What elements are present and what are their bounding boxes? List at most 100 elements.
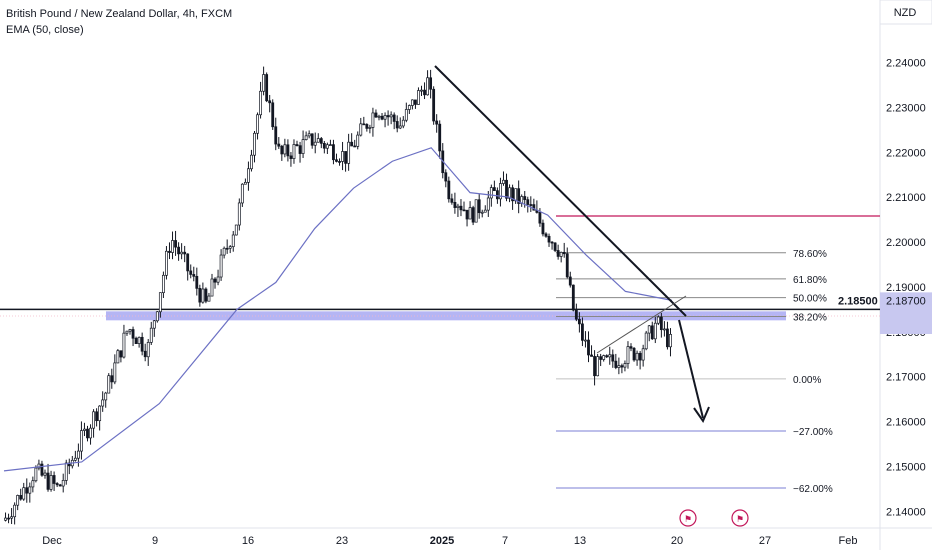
candle-body bbox=[423, 89, 426, 96]
y-tick-label: 2.15000 bbox=[886, 461, 926, 473]
candle-body bbox=[468, 207, 472, 220]
candle-body bbox=[34, 467, 38, 482]
candle-body bbox=[389, 114, 393, 118]
y-tick-label: 2.22000 bbox=[886, 147, 926, 159]
candle-body bbox=[104, 392, 108, 401]
x-tick-label: 7 bbox=[502, 535, 508, 547]
candle-body bbox=[259, 90, 262, 116]
x-tick-label: 23 bbox=[336, 535, 348, 547]
candle-body bbox=[165, 250, 168, 276]
candle-body bbox=[201, 288, 205, 303]
candle-body bbox=[641, 348, 645, 361]
candle-body bbox=[16, 495, 20, 506]
candle-body bbox=[432, 88, 436, 122]
y-tick-label: 2.21000 bbox=[886, 192, 926, 204]
candle-body bbox=[383, 115, 387, 120]
candle-body bbox=[237, 202, 241, 226]
candle-body bbox=[231, 234, 235, 248]
candle-body bbox=[632, 347, 636, 361]
candle-body bbox=[247, 168, 250, 183]
candle-body bbox=[392, 114, 396, 122]
candle-body bbox=[43, 472, 47, 476]
candle-body bbox=[517, 188, 521, 204]
candle-body bbox=[532, 204, 536, 211]
candle-body bbox=[277, 143, 281, 147]
candle-body bbox=[344, 151, 348, 164]
candle-body bbox=[110, 375, 114, 383]
candle-body bbox=[623, 363, 627, 368]
candle-body bbox=[152, 320, 156, 329]
candle-body bbox=[198, 288, 202, 303]
candle-body bbox=[599, 356, 603, 360]
candle-body bbox=[617, 365, 621, 368]
candle-body bbox=[483, 209, 487, 213]
candle-body bbox=[253, 132, 256, 156]
candle-body bbox=[614, 360, 618, 368]
candle-body bbox=[146, 342, 150, 358]
candle-body bbox=[505, 179, 508, 199]
candle-body bbox=[183, 251, 187, 255]
y-tick-label: 2.23000 bbox=[886, 102, 926, 114]
candle-body bbox=[122, 332, 126, 358]
candle-body bbox=[638, 352, 642, 361]
candle-body bbox=[298, 145, 302, 154]
fib-level-label: 38.20% bbox=[793, 313, 827, 324]
candle-body bbox=[653, 322, 657, 340]
fib-level-label: −27.00% bbox=[793, 427, 833, 438]
candle-body bbox=[95, 411, 99, 422]
candle-body bbox=[128, 329, 132, 332]
support-zone bbox=[106, 311, 786, 321]
candle-body bbox=[553, 242, 557, 251]
candle-body bbox=[174, 240, 177, 248]
currency-badge bbox=[879, 0, 932, 25]
current-price-tag bbox=[880, 292, 932, 309]
candle-body bbox=[596, 356, 600, 377]
candle-body bbox=[453, 202, 457, 208]
y-tick-label: 2.24000 bbox=[886, 58, 926, 70]
candle-body bbox=[398, 125, 402, 129]
x-tick-label: 16 bbox=[242, 535, 254, 547]
candle-body bbox=[335, 159, 338, 162]
candle-body bbox=[274, 126, 278, 145]
fib-level-label: 50.00% bbox=[793, 294, 827, 305]
candle-body bbox=[13, 504, 17, 518]
candle-body bbox=[359, 123, 363, 136]
flag-icon: ⚑ bbox=[736, 514, 744, 524]
candle-body bbox=[577, 318, 581, 325]
fib-level-label: 0.00% bbox=[793, 375, 821, 386]
x-tick-label: 13 bbox=[574, 535, 586, 547]
candle-body bbox=[268, 100, 272, 104]
candle-body bbox=[168, 250, 171, 253]
economic-event-icon bbox=[731, 509, 749, 527]
candle-body bbox=[204, 288, 208, 302]
candle-body bbox=[571, 284, 575, 311]
candle-body bbox=[143, 350, 147, 358]
candle-body bbox=[307, 133, 311, 137]
candle-body bbox=[332, 144, 335, 161]
candle-body bbox=[125, 330, 129, 334]
symbol-title: British Pound / New Zealand Dollar, 4h, … bbox=[6, 8, 233, 20]
candle-body bbox=[76, 450, 80, 459]
candle-body bbox=[462, 209, 466, 212]
candle-body bbox=[283, 144, 287, 155]
downtrend-line bbox=[434, 65, 687, 317]
candle-body bbox=[52, 475, 56, 484]
candle-body bbox=[46, 472, 50, 490]
candle-body bbox=[574, 309, 578, 320]
candle-body bbox=[319, 138, 323, 144]
candle-body bbox=[550, 241, 554, 244]
candle-body bbox=[511, 187, 515, 202]
candle-body bbox=[444, 172, 448, 182]
candle-body bbox=[347, 141, 351, 164]
candle-body bbox=[250, 154, 253, 170]
candle-body bbox=[407, 105, 411, 110]
candle-body bbox=[161, 274, 165, 294]
candle-body bbox=[420, 89, 423, 92]
candle-body bbox=[547, 235, 551, 243]
candle-body bbox=[243, 181, 247, 185]
candle-body bbox=[635, 352, 639, 361]
candle-body bbox=[584, 339, 587, 342]
candle-body bbox=[562, 251, 566, 255]
candle-body bbox=[590, 354, 593, 357]
